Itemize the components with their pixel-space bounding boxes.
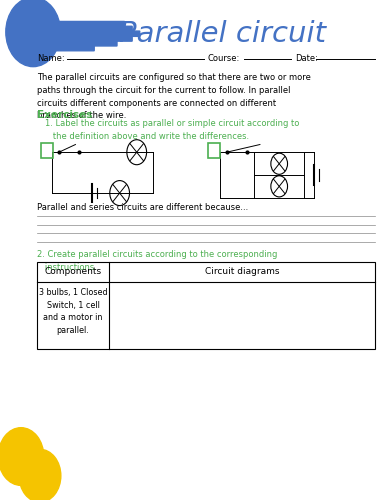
Text: Components: Components — [44, 268, 102, 276]
Text: Date:: Date: — [295, 54, 318, 63]
Circle shape — [0, 428, 44, 486]
FancyBboxPatch shape — [25, 36, 132, 41]
Text: 3 bulbs, 1 Closed
Switch, 1 cell
and a motor in
parallel.: 3 bulbs, 1 Closed Switch, 1 cell and a m… — [39, 288, 107, 335]
Bar — [208, 142, 220, 158]
Text: Circuit diagrams: Circuit diagrams — [205, 268, 279, 276]
Text: Course:: Course: — [208, 54, 240, 63]
Circle shape — [19, 450, 61, 500]
Text: 2. Create parallel circuits according to the corresponding
   instructions.: 2. Create parallel circuits according to… — [37, 250, 277, 272]
Circle shape — [6, 0, 61, 66]
FancyBboxPatch shape — [25, 40, 117, 46]
FancyBboxPatch shape — [25, 31, 140, 36]
Text: Parallel circuit: Parallel circuit — [119, 20, 326, 48]
Text: 1. Label the circuits as parallel or simple circuit according to
   the definiti: 1. Label the circuits as parallel or sim… — [44, 119, 299, 141]
Text: Exercises: Exercises — [37, 110, 92, 120]
Text: The parallel circuits are configured so that there are two or more
paths through: The parallel circuits are configured so … — [37, 73, 311, 120]
FancyBboxPatch shape — [25, 26, 132, 32]
FancyBboxPatch shape — [25, 46, 94, 51]
Bar — [41, 142, 53, 158]
Bar — [37, 262, 375, 350]
Text: Name:: Name: — [37, 54, 64, 63]
FancyBboxPatch shape — [25, 22, 125, 26]
Text: Parallel and series circuits are different because...: Parallel and series circuits are differe… — [37, 202, 248, 211]
